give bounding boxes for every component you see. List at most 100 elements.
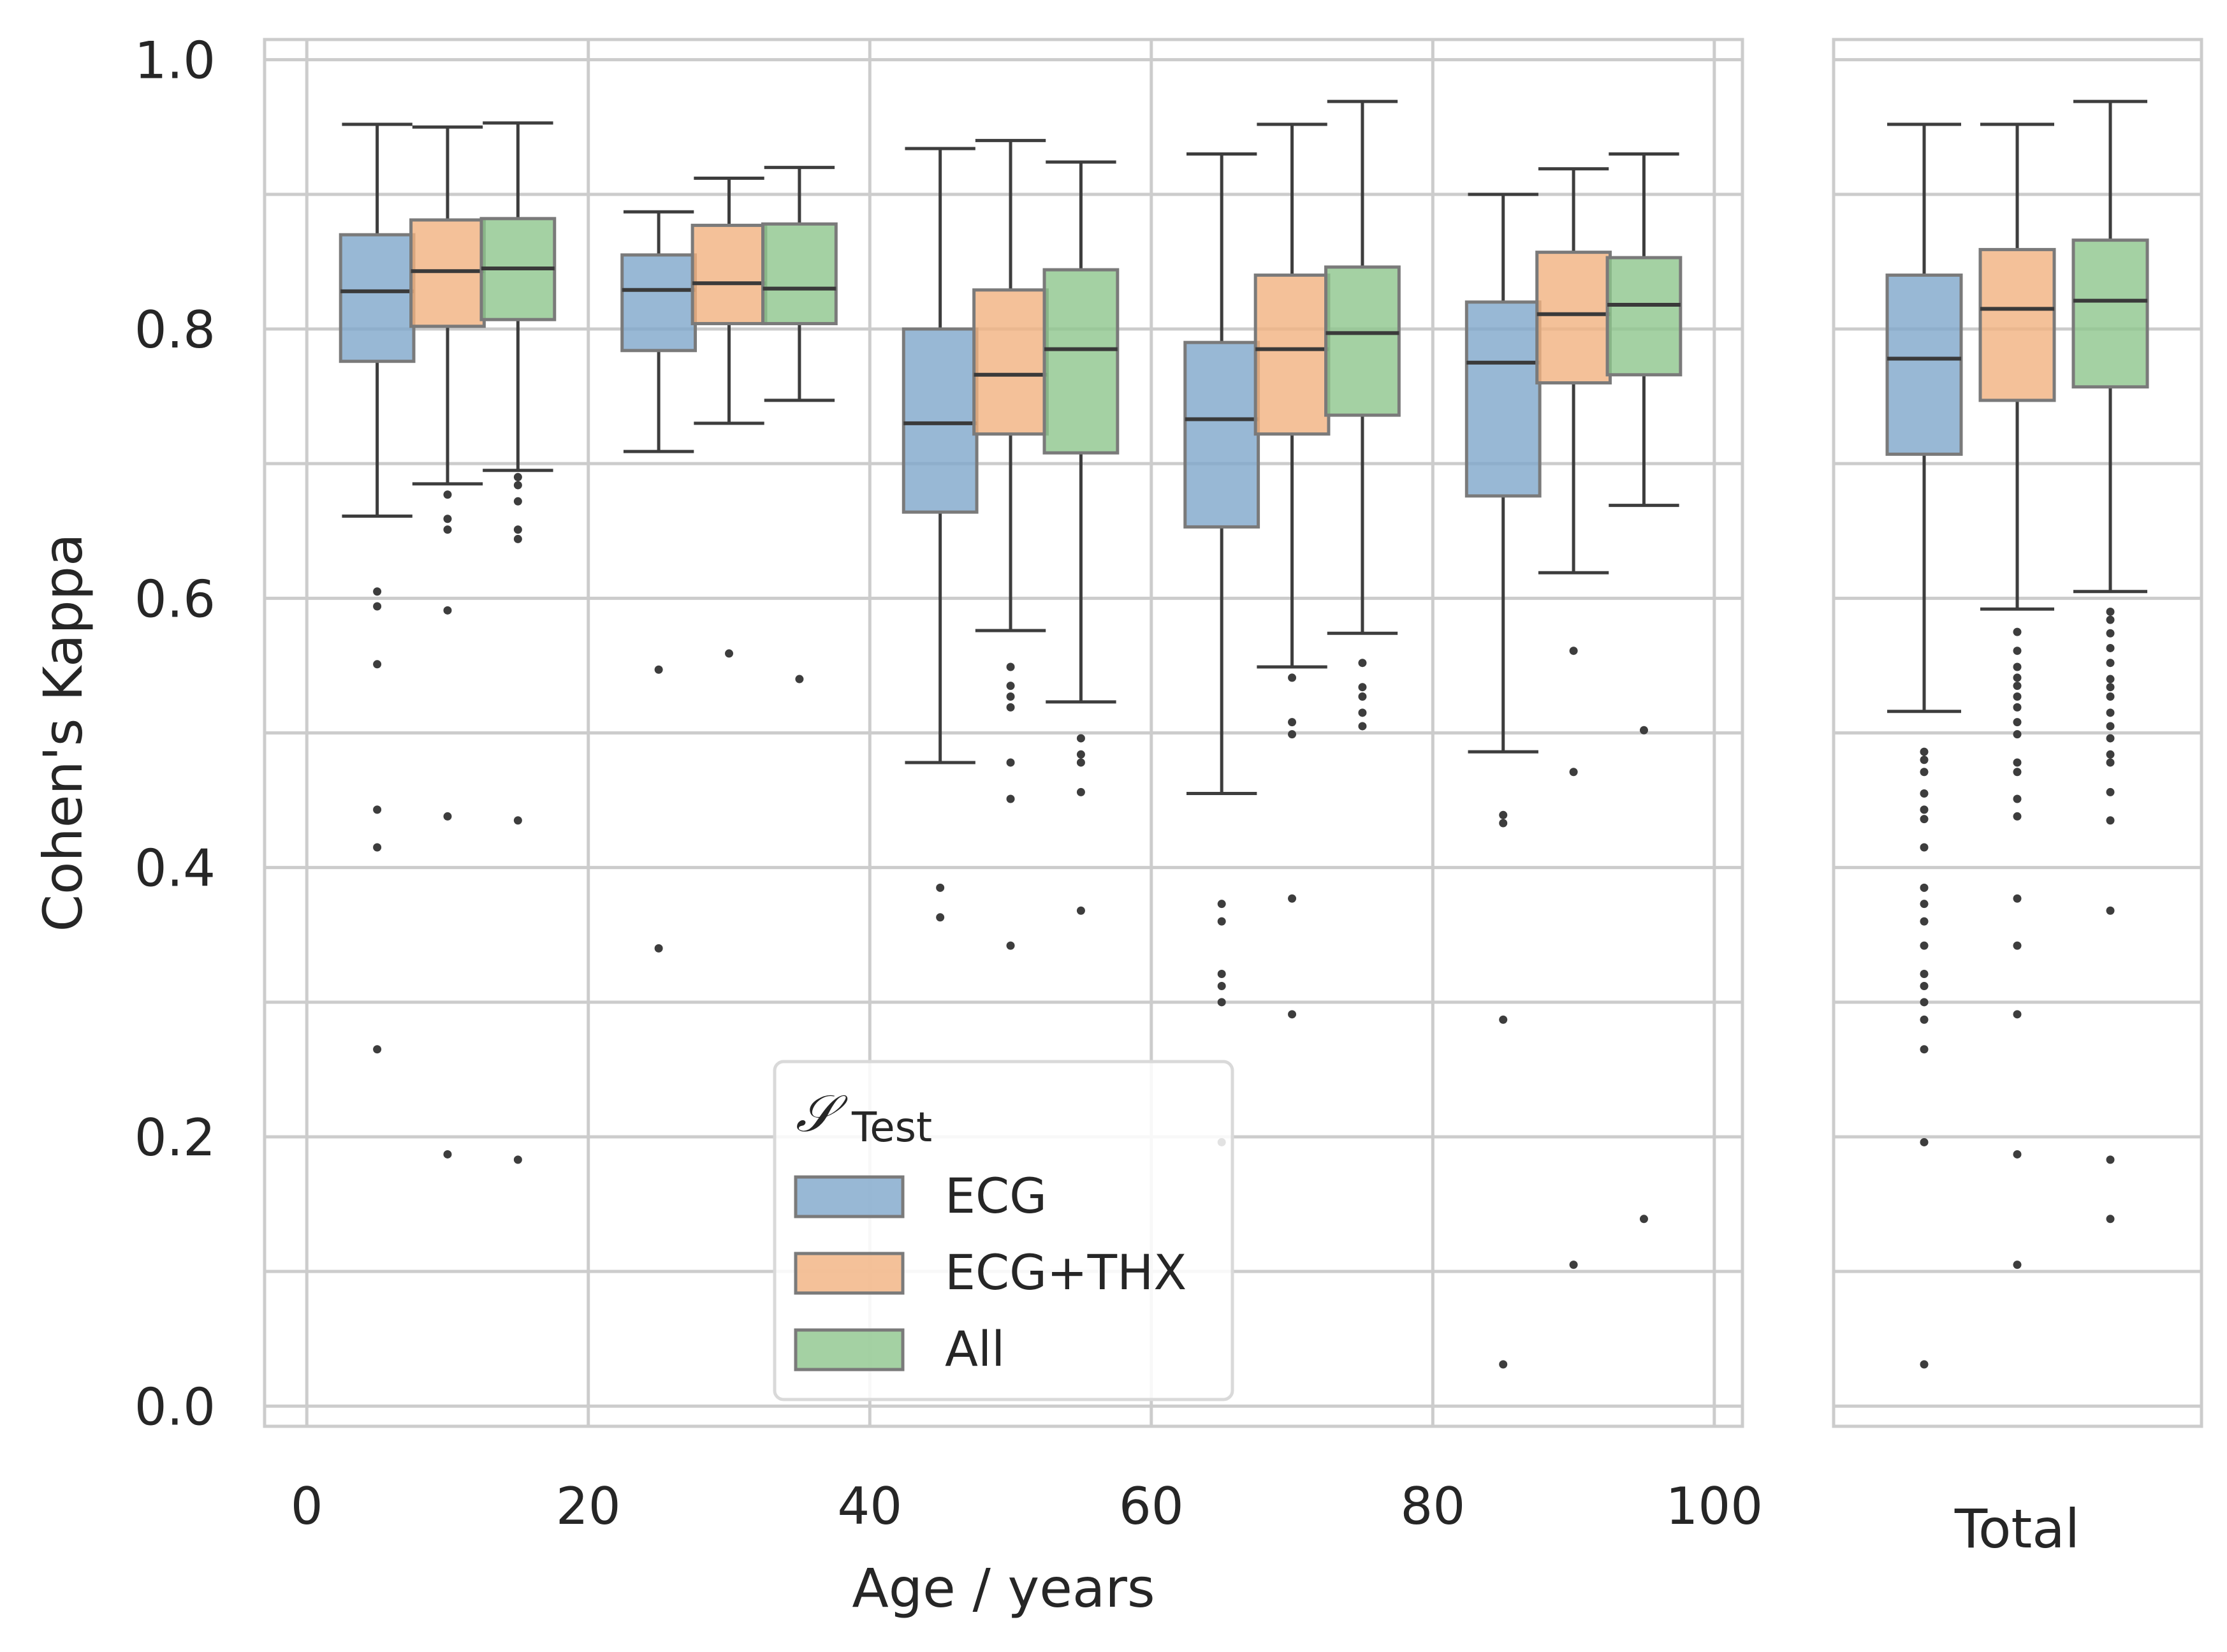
outlier-point: [1006, 662, 1015, 671]
outlier-point: [2106, 722, 2115, 731]
legend-label-ecg-thx: ECG+THX: [945, 1244, 1187, 1301]
outlier-point: [2106, 607, 2115, 616]
outlier-point: [513, 534, 522, 543]
outlier-point: [1569, 647, 1578, 655]
y-tick-label: 0.8: [135, 300, 215, 360]
outlier-point: [513, 497, 522, 506]
outlier-point: [2106, 708, 2115, 717]
outlier-point: [2013, 692, 2022, 701]
x-tick-labels: 0 20 40 60 80 100: [291, 1477, 1763, 1536]
y-tick-labels: 0.0 0.2 0.4 0.6 0.8 1.0: [135, 31, 215, 1437]
outlier-point: [1288, 718, 1297, 727]
outlier-point: [513, 1155, 522, 1164]
outlier-point: [1920, 1137, 1929, 1146]
y-tick-label: 0.0: [135, 1377, 215, 1436]
box-group: [1885, 122, 1963, 1369]
outlier-point: [1358, 722, 1367, 731]
outlier-point: [1920, 768, 1929, 777]
outlier-point: [2013, 1261, 2022, 1269]
outlier-point: [443, 1150, 452, 1159]
outlier-point: [2013, 718, 2022, 727]
outlier-point: [2106, 758, 2115, 767]
outlier-point: [1288, 1010, 1297, 1019]
outlier-point: [2013, 1010, 2022, 1019]
y-tick-label: 0.6: [135, 569, 215, 629]
outlier-point: [1217, 969, 1226, 978]
box-iqr: [339, 233, 416, 363]
outlier-point: [1920, 805, 1929, 814]
outlier-point: [1288, 730, 1297, 739]
box-group: [1535, 167, 1612, 1269]
outlier-point: [1006, 703, 1015, 712]
outlier-point: [1639, 726, 1648, 735]
legend-swatch-ecg: [794, 1175, 905, 1218]
outlier-point: [443, 812, 452, 821]
outlier-point: [1569, 768, 1578, 777]
outlier-point: [1006, 794, 1015, 803]
box-group: [1253, 122, 1331, 1019]
total-axis-label: Total: [1954, 1498, 2080, 1560]
x-tick-label: 80: [1400, 1477, 1465, 1536]
outlier-point: [2013, 682, 2022, 691]
legend-title-subscript: Test: [851, 1104, 932, 1151]
box-iqr: [1253, 274, 1331, 436]
box-iqr: [1042, 268, 1120, 455]
outlier-point: [2106, 787, 2115, 796]
box-group: [620, 210, 697, 953]
outlier-point: [2106, 659, 2115, 668]
outlier-point: [1639, 1215, 1648, 1224]
box-iqr: [1535, 251, 1612, 384]
outlier-point: [2013, 647, 2022, 655]
total-panel: Total: [1832, 38, 2203, 1560]
outlier-point: [1569, 1261, 1578, 1269]
outlier-point: [1920, 981, 1929, 990]
outlier-point: [1358, 683, 1367, 692]
legend: 𝒮 Test ECG ECG+THX All: [773, 1060, 1234, 1401]
outlier-point: [1499, 819, 1508, 828]
legend-swatch-ecg-thx: [794, 1252, 905, 1295]
outlier-point: [443, 490, 452, 499]
age-panel: 0.0 0.2 0.4 0.6 0.8 1.0 0 20 40 60 80 100 Age / ye…: [32, 31, 1763, 1619]
outlier-point: [1217, 998, 1226, 1007]
box-iqr: [1324, 265, 1401, 417]
outlier-point: [1217, 981, 1226, 990]
box-iqr: [1885, 274, 1963, 456]
box-group: [409, 125, 486, 1159]
outlier-point: [2106, 1155, 2115, 1164]
outlier-point: [1920, 969, 1929, 978]
y-tick-label: 0.4: [135, 839, 215, 898]
outlier-point: [725, 649, 734, 658]
box-iqr: [1464, 300, 1542, 498]
outlier-point: [1076, 758, 1085, 767]
outlier-point: [1499, 1015, 1508, 1024]
outlier-point: [1920, 941, 1929, 950]
outlier-point: [1358, 708, 1367, 717]
outlier-point: [936, 913, 945, 922]
outlier-point: [1920, 883, 1929, 892]
legend-swatch-all: [794, 1328, 905, 1371]
total-panel-boxes: [1885, 99, 2149, 1369]
outlier-point: [1920, 815, 1929, 824]
outlier-point: [373, 602, 382, 611]
box-group: [1978, 122, 2056, 1269]
outlier-point: [2013, 794, 2022, 803]
outlier-point: [2106, 675, 2115, 683]
outlier-point: [2013, 758, 2022, 767]
outlier-point: [2013, 673, 2022, 682]
outlier-point: [1920, 917, 1929, 926]
outlier-point: [2106, 1215, 2115, 1224]
outlier-point: [795, 675, 804, 683]
outlier-point: [513, 525, 522, 534]
outlier-point: [2106, 906, 2115, 915]
x-axis-label: Age / years: [852, 1557, 1155, 1619]
outlier-point: [1920, 756, 1929, 764]
box-group: [1042, 160, 1120, 915]
legend-frame: [773, 1060, 1234, 1401]
outlier-point: [513, 472, 522, 481]
box-iqr: [409, 218, 486, 328]
outlier-point: [2106, 750, 2115, 759]
legend-label-ecg: ECG: [945, 1167, 1047, 1224]
box-group: [2071, 99, 2149, 1224]
box-group: [1324, 99, 1401, 731]
